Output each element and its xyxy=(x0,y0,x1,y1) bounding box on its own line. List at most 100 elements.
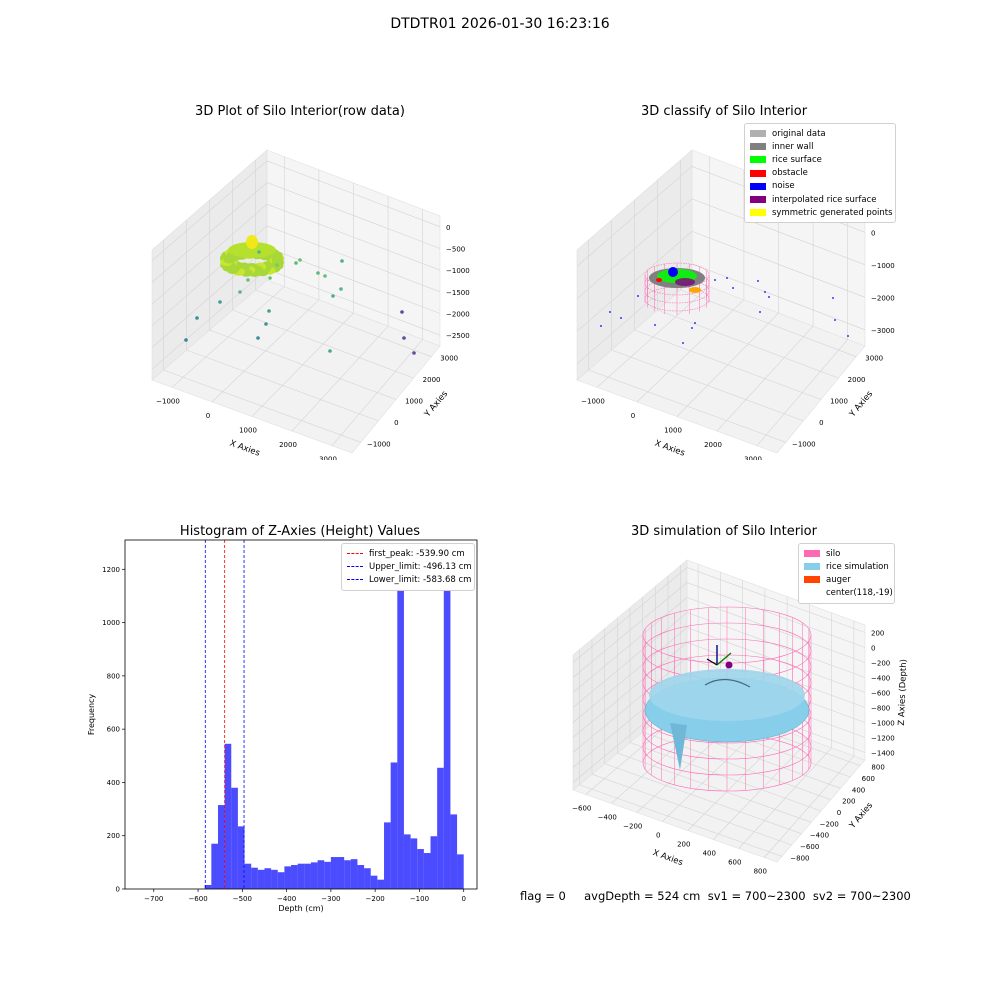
raw-data-point xyxy=(400,310,404,314)
raw-z-tick-label: −2000 xyxy=(446,311,470,319)
y-tick-label: 1200 xyxy=(102,566,120,574)
y-tick-label: 800 xyxy=(107,672,120,680)
classify-noise-point xyxy=(757,280,759,282)
histogram-bar xyxy=(390,762,398,889)
legend-swatch xyxy=(750,196,766,204)
simulation-z-tick-label: −1200 xyxy=(871,735,895,743)
histogram-bar xyxy=(397,559,404,889)
y-tick-label: 600 xyxy=(107,726,120,734)
legend-label: center(118,-19) xyxy=(826,588,893,599)
histogram-bar xyxy=(237,826,245,889)
simulation-z-tick-label: 200 xyxy=(871,630,884,638)
legend-swatch xyxy=(750,209,766,217)
raw-x-tick-label: 2000 xyxy=(279,441,297,449)
y-tick-label: 200 xyxy=(107,832,120,840)
simulation-x-tick-label: 0 xyxy=(656,832,660,840)
simulation-legend: silo rice simulation auger center(118,-19) xyxy=(798,543,895,604)
classify-y-tick-label: 3000 xyxy=(865,355,883,363)
classify-x-tick-label: 2000 xyxy=(704,441,722,449)
classify-noise-point xyxy=(832,297,834,299)
raw-data-point xyxy=(256,336,260,340)
simulation-3d-plot: −600−400−2000200400600800−800−600−400−20… xyxy=(572,559,909,876)
legend-label: silo xyxy=(826,548,841,559)
simulation-z-tick-label: −1000 xyxy=(871,720,895,728)
histogram-bar xyxy=(457,854,464,889)
classify-noise-point xyxy=(682,342,684,344)
classify-x-axis-label: X Axies xyxy=(653,439,686,459)
x-tick-label: −500 xyxy=(233,895,252,903)
classify-noise-point xyxy=(726,277,728,279)
histogram-bar xyxy=(377,879,385,889)
simulation-z-tick-label: −800 xyxy=(871,705,890,713)
center-marker xyxy=(725,661,733,669)
classify-y-tick-label: 1000 xyxy=(830,398,848,406)
raw-data-point xyxy=(328,349,332,353)
histogram-bar xyxy=(297,863,305,889)
figure-title: DTDTR01 2026-01-30 16:23:16 xyxy=(390,16,610,32)
histogram-bar xyxy=(257,869,265,889)
legend-entry: Upper_limit: -496.13 cm xyxy=(347,560,472,573)
raw-data-point xyxy=(323,274,327,278)
legend-swatch xyxy=(804,590,820,597)
classify-noise-point xyxy=(620,317,622,319)
legend-entry: symmetric generated points xyxy=(750,206,893,219)
histogram-bar xyxy=(277,872,285,889)
classify-noise-point xyxy=(847,335,849,337)
histogram-bar xyxy=(423,853,431,889)
simulation-z-tick-label: −400 xyxy=(871,675,890,683)
legend-entry: rice simulation xyxy=(804,560,889,573)
simulation-x-tick-label: −600 xyxy=(572,805,591,813)
raw-x-tick-label: −1000 xyxy=(156,397,180,405)
histogram-bar xyxy=(330,857,338,889)
raw-y-axis-label: Y Axies xyxy=(422,389,450,420)
raw-x-axis-label: X Axies xyxy=(228,439,261,459)
histogram-bar xyxy=(357,865,365,889)
histogram-bar xyxy=(344,860,351,889)
legend-swatch xyxy=(750,169,766,177)
raw-data-point xyxy=(316,271,320,275)
raw-x-tick-label: 3000 xyxy=(319,456,337,460)
legend-swatch xyxy=(750,182,766,190)
raw-3d-plot: −1000 0 1000 2000 3000 −1000 0 1000 2000 3000 0 −50… xyxy=(151,149,470,460)
legend-label: first_peak: -539.90 cm xyxy=(369,548,465,559)
legend-swatch xyxy=(804,576,820,584)
y-tick-label: 1000 xyxy=(102,619,120,627)
legend-label: Lower_limit: -583.68 cm xyxy=(369,574,472,585)
classify-silo-wall xyxy=(644,262,710,315)
raw-y-tick-label: −1000 xyxy=(367,440,391,448)
histogram-bar xyxy=(317,860,325,889)
legend-entry: interpolated rice surface xyxy=(750,193,890,206)
histogram-frame xyxy=(124,539,478,890)
legend-entry: inner wall xyxy=(750,140,890,153)
simulation-y-tick-label: 0 xyxy=(837,809,841,817)
simulation-x-tick-label: 800 xyxy=(754,868,767,876)
classify-noise-point xyxy=(732,287,734,289)
histogram-bar xyxy=(271,869,278,889)
histogram-bar xyxy=(350,859,358,889)
raw-data-point xyxy=(184,338,188,342)
legend-label: inner wall xyxy=(772,141,814,152)
classify-x-tick-label: 1000 xyxy=(664,427,682,435)
histogram-legend: first_peak: -539.90 cm Upper_limit: -496.… xyxy=(341,543,475,591)
histogram-bar xyxy=(231,787,238,889)
y-tick-label: 0 xyxy=(116,886,120,894)
classify-noise-blob xyxy=(668,267,678,277)
classify-noise-point xyxy=(637,295,639,297)
classify-x-tick-label: 0 xyxy=(631,412,635,420)
raw-data-point xyxy=(268,276,272,280)
histogram-bar xyxy=(430,836,438,889)
raw-grid xyxy=(151,156,441,446)
histogram-bar xyxy=(437,767,444,889)
classify-y-axis-label: Y Axies xyxy=(847,389,875,420)
x-tick-label: −600 xyxy=(188,895,207,903)
simulation-y-tick-label: −600 xyxy=(800,843,819,851)
classify-x-tick-label: 3000 xyxy=(744,456,762,460)
raw-z-tick-label: 0 xyxy=(446,224,450,232)
legend-entry: original data xyxy=(750,127,890,140)
legend-label: obstacle xyxy=(772,168,808,179)
raw-panel-title: 3D Plot of Silo Interior(row data) xyxy=(195,104,405,119)
status-readout: flag = 0 avgDepth = 524 cm sv1 = 700~230… xyxy=(520,889,911,903)
histogram-bar xyxy=(384,822,391,889)
raw-data-point xyxy=(298,258,302,262)
classify-noise-point xyxy=(764,291,766,293)
